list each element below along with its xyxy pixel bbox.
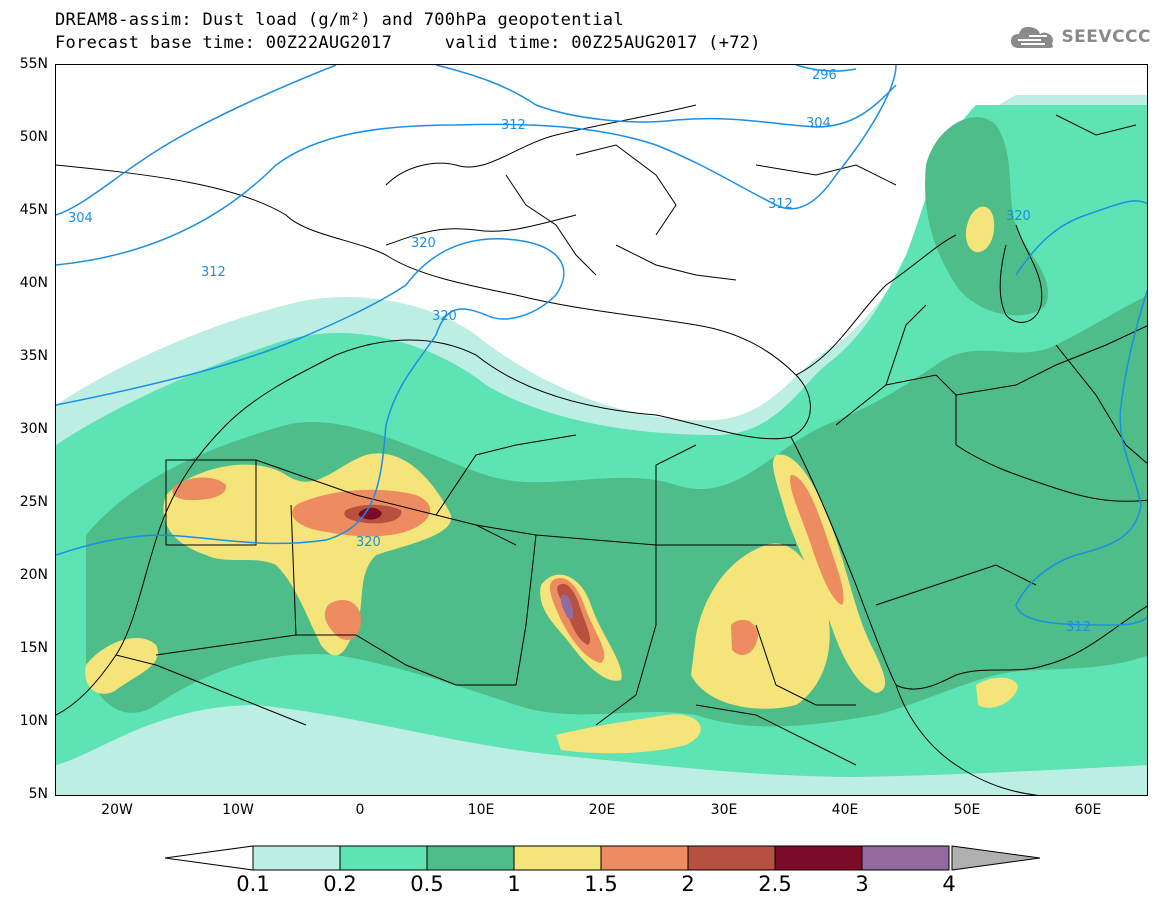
lat-label-50n: 50N — [19, 129, 48, 145]
colorbar-cell — [513, 845, 602, 871]
iso-label-304: 304 — [806, 116, 831, 131]
colorbar-cell — [774, 845, 863, 871]
colorbar-label: 4 — [942, 872, 956, 896]
colorbar-label: 0.1 — [236, 872, 270, 896]
isoline-labels: 296 304 304 312 312 312 312 320 320 320 … — [68, 68, 1091, 635]
iso-label-320: 320 — [356, 535, 381, 550]
lat-label-20n: 20N — [19, 567, 48, 583]
geopotential-isolines — [56, 65, 1147, 626]
lat-label-5n: 5N — [28, 786, 48, 802]
iso-label-320: 320 — [432, 309, 457, 324]
colorbar-cell — [687, 845, 776, 871]
logo-text: SEEVCCC — [1061, 27, 1151, 47]
iso-label-312: 312 — [768, 197, 793, 212]
dust-band-4-core — [560, 594, 574, 620]
lon-label-10e: 10E — [467, 802, 495, 818]
dust-band-1-atlantic — [85, 637, 158, 694]
colorbar-label: 0.5 — [410, 872, 444, 896]
lat-label-30n: 30N — [19, 421, 48, 437]
cloud-icon — [1011, 26, 1054, 48]
lat-label-55n: 55N — [19, 56, 48, 72]
lon-label-0: 0 — [355, 802, 365, 818]
colorbar-cell — [600, 845, 689, 871]
dust-load-map: 296 304 304 312 312 312 312 320 320 320 … — [56, 65, 1147, 795]
dust-band-1-cafrica — [556, 714, 701, 754]
colorbar-cell — [861, 845, 950, 871]
colorbar-cell — [252, 845, 341, 871]
lat-label-35n: 35N — [19, 348, 48, 364]
colorbar-over-arrow — [951, 845, 1041, 871]
colorbar-label: 0.2 — [323, 872, 357, 896]
dust-band-3-core — [358, 507, 382, 520]
dust-band-1.5-redsea — [790, 475, 844, 605]
lat-label-40n: 40N — [19, 275, 48, 291]
coastlines — [56, 104, 1147, 795]
lon-label-30e: 30E — [710, 802, 738, 818]
dust-band-1-sudan — [691, 543, 830, 709]
seevccc-logo: SEEVCCC — [1009, 22, 1151, 52]
dust-band-1.5-sudan — [731, 619, 758, 655]
iso-label-312: 312 — [201, 265, 226, 280]
colorbar-label: 2.5 — [758, 872, 792, 896]
dust-band-1.5-mali — [324, 600, 361, 640]
dust-band-1-caspian — [965, 206, 995, 253]
lon-label-20w: 20W — [101, 802, 133, 818]
forecast-time-line: Forecast base time: 00Z22AUG2017 valid t… — [55, 33, 761, 53]
colorbar-label: 1.5 — [584, 872, 618, 896]
colorbar-cell — [339, 845, 428, 871]
map-panel: 296 304 304 312 312 312 312 320 320 320 … — [55, 64, 1148, 796]
colorbar-label: 3 — [855, 872, 869, 896]
lon-label-20e: 20E — [588, 802, 616, 818]
colorbar-cells — [252, 845, 950, 871]
iso-label-312: 312 — [501, 118, 526, 133]
lon-label-50e: 50E — [953, 802, 981, 818]
dust-field — [56, 95, 1147, 795]
lat-label-15n: 15N — [19, 640, 48, 656]
lon-label-10w: 10W — [222, 802, 254, 818]
colorbar-cell — [426, 845, 515, 871]
iso-label-320: 320 — [1006, 209, 1031, 224]
iso-label-312: 312 — [1066, 620, 1091, 635]
lat-label-45n: 45N — [19, 202, 48, 218]
chart-title: DREAM8-assim: Dust load (g/m²) and 700hP… — [55, 10, 624, 30]
lat-label-10n: 10N — [19, 713, 48, 729]
colorbar-label: 1 — [507, 872, 521, 896]
lat-label-25n: 25N — [19, 494, 48, 510]
dust-band-1.5-mauritania — [172, 477, 227, 501]
colorbar-under-arrow — [165, 845, 254, 871]
iso-label-304: 304 — [68, 211, 93, 226]
iso-label-296: 296 — [812, 68, 837, 83]
colorbar-label: 2 — [681, 872, 695, 896]
iso-label-320: 320 — [411, 236, 436, 251]
lon-label-60e: 60E — [1074, 802, 1102, 818]
lon-label-40e: 40E — [831, 802, 859, 818]
colorbar — [165, 845, 1041, 871]
dust-band-1-yemen — [976, 677, 1018, 708]
